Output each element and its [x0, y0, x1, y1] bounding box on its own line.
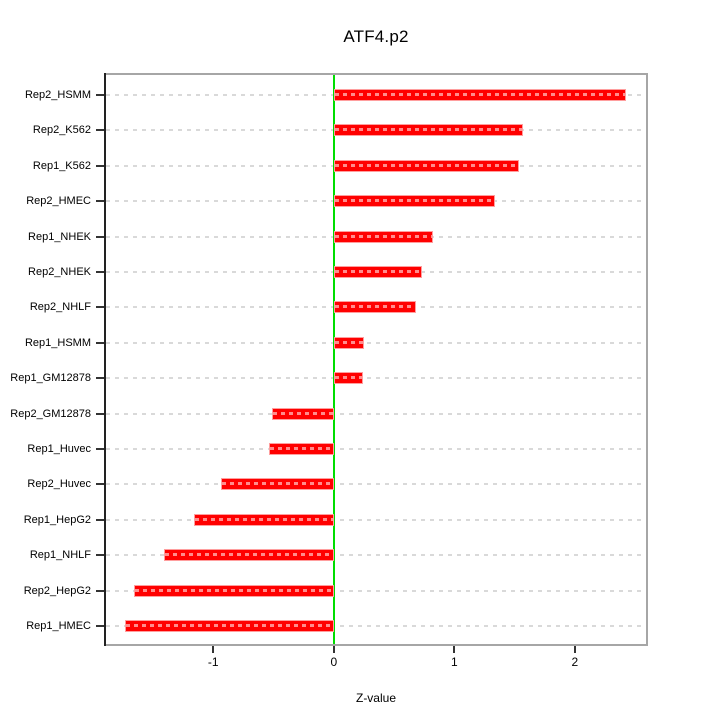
- x-axis-tick: [453, 646, 456, 653]
- x-tick-label: 2: [571, 655, 579, 669]
- category-label: Rep1_K562: [32, 159, 91, 172]
- zero-reference-line: [332, 75, 335, 644]
- y-axis-tick: [96, 625, 104, 627]
- plot-area: Rep2_HSMM Rep2_K562 Rep1_K562 Rep2_HMEC Rep1…: [10, 73, 648, 669]
- bar: [333, 336, 364, 349]
- bar-dash-pattern: [269, 447, 333, 450]
- bar: [333, 89, 626, 101]
- category-label: Rep1_HMEC: [26, 620, 91, 632]
- bar-dash-pattern: [334, 305, 415, 309]
- bar: [268, 443, 334, 455]
- category-label: Rep2_HSMM: [24, 89, 91, 101]
- gridline: [106, 341, 646, 344]
- category-label: Rep1_HepG2: [23, 513, 91, 526]
- y-axis-tick: [96, 129, 104, 132]
- y-axis-tick: [96, 200, 104, 203]
- bar: [163, 549, 334, 562]
- category-label: Rep2_NHLF: [29, 301, 91, 314]
- y-axis-line: [104, 73, 106, 646]
- bar-dash-pattern: [334, 199, 495, 203]
- y-axis-tick: [96, 377, 104, 380]
- bar: [333, 266, 422, 278]
- bar-dash-pattern: [126, 624, 333, 627]
- y-axis-tick: [96, 271, 104, 273]
- category-label: Rep2_HMEC: [26, 195, 91, 208]
- x-axis-title: Z-value: [355, 691, 396, 705]
- bar: [333, 159, 520, 172]
- bar-dash-pattern: [334, 270, 421, 273]
- y-axis-tick: [96, 483, 104, 486]
- x-axis-tick: [332, 646, 335, 653]
- y-axis-tick: [96, 164, 104, 167]
- category-label: Rep2_HepG2: [23, 584, 91, 597]
- bar: [125, 620, 334, 632]
- category-label: Rep1_Huvec: [27, 443, 91, 455]
- bar: [272, 407, 334, 420]
- y-axis-tick: [96, 306, 104, 309]
- bar-dash-pattern: [164, 553, 333, 557]
- category-label: Rep1_NHLF: [29, 549, 91, 562]
- gridline: [106, 518, 646, 521]
- gridline: [106, 377, 646, 380]
- category-label: Rep2_NHEK: [28, 266, 91, 278]
- bar-dash-pattern: [334, 376, 362, 380]
- x-tick-label: 1: [451, 655, 458, 669]
- gridline: [106, 554, 646, 557]
- bar-dash-pattern: [334, 93, 625, 96]
- category-label: Rep2_Huvec: [27, 478, 91, 491]
- x-tick-label: 0: [330, 655, 338, 669]
- x-axis-tick: [212, 646, 215, 653]
- bar-dash-pattern: [334, 234, 432, 238]
- bar: [133, 584, 334, 597]
- gridline: [106, 483, 646, 486]
- gridline: [106, 625, 646, 627]
- x-axis-tick: [573, 646, 576, 653]
- bar: [333, 124, 524, 137]
- bar-dash-pattern: [334, 340, 363, 344]
- y-axis-tick: [96, 518, 104, 521]
- bar-dash-pattern: [194, 517, 333, 521]
- y-axis-tick: [96, 554, 104, 557]
- bar: [193, 513, 334, 526]
- category-label: Rep1_HSMM: [24, 336, 91, 349]
- y-axis-tick: [96, 412, 104, 415]
- category-label: Rep2_K562: [32, 124, 91, 137]
- bar-dash-pattern: [334, 128, 523, 132]
- gridline: [106, 412, 646, 415]
- bar: [220, 478, 334, 491]
- category-label: Rep2_GM12878: [10, 407, 91, 420]
- y-axis-tick: [96, 448, 104, 450]
- gridline: [106, 448, 646, 450]
- bar: [333, 230, 433, 243]
- category-label: Rep1_NHEK: [28, 230, 91, 243]
- bar: [333, 301, 416, 314]
- bar: [333, 195, 496, 208]
- bar: [333, 372, 363, 385]
- x-tick-label: -1: [207, 655, 219, 669]
- bar-dash-pattern: [221, 482, 333, 486]
- y-axis-tick: [96, 589, 104, 592]
- category-label: Rep1_GM12878: [10, 372, 91, 385]
- y-axis-tick: [96, 94, 104, 96]
- bar-dash-pattern: [334, 163, 519, 167]
- y-axis-tick: [96, 235, 104, 238]
- bar-dash-pattern: [273, 411, 333, 415]
- y-axis-tick: [96, 341, 104, 344]
- bar-dash-pattern: [134, 588, 333, 592]
- chart-title: ATF4.p2: [343, 27, 409, 46]
- gridline: [106, 589, 646, 592]
